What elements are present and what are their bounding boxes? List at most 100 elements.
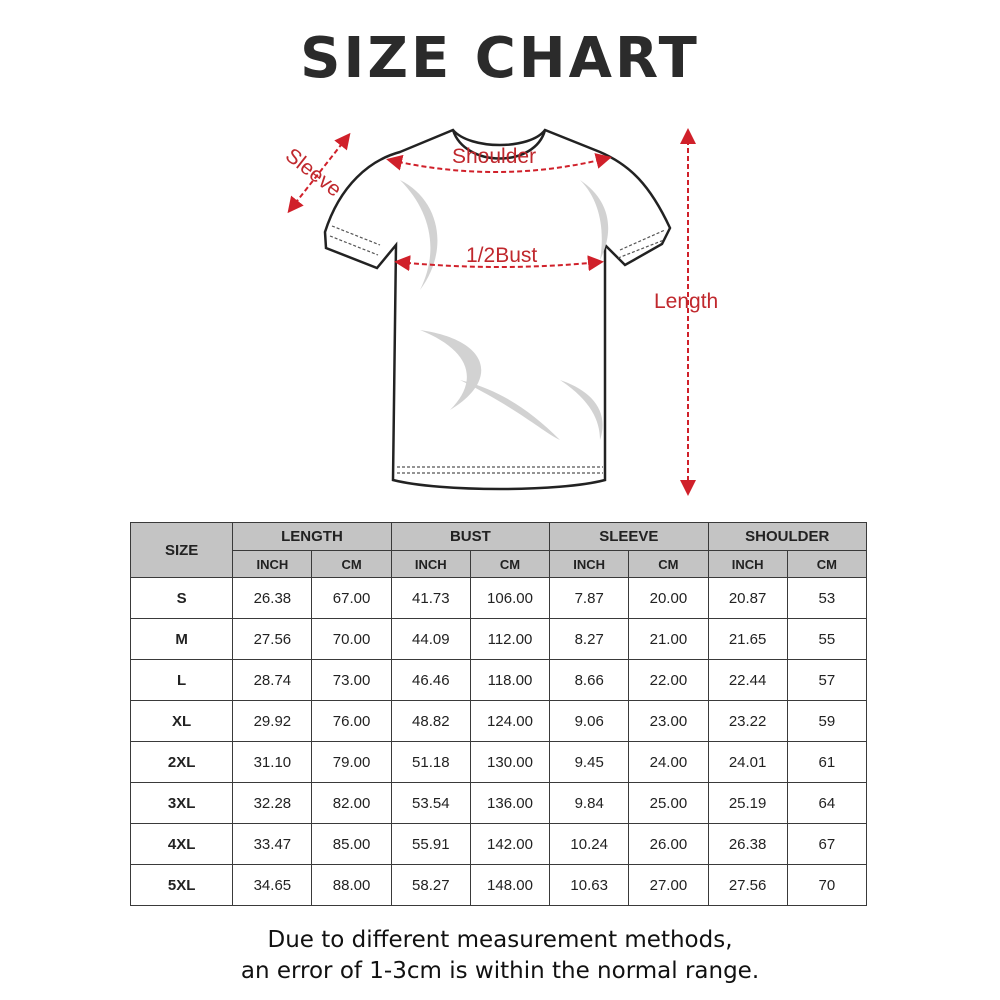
value-cell: 148.00 (469, 864, 551, 906)
size-cell: L (129, 659, 234, 701)
unit-header: INCH (549, 550, 630, 578)
table-row: 4XL 33.47 85.00 55.91 142.00 10.24 26.00 26.38 6… (129, 823, 868, 865)
value-cell: 8.27 (549, 618, 630, 660)
size-cell: 3XL (129, 782, 234, 824)
table-row: 5XL 34.65 88.00 58.27 148.00 10.63 27.00 27.56 7… (129, 864, 868, 906)
group-header: SHOULDER (707, 522, 867, 551)
value-cell: 10.63 (549, 864, 630, 906)
value-cell: 27.00 (628, 864, 709, 906)
value-cell: 124.00 (469, 700, 551, 742)
value-cell: 8.66 (549, 659, 630, 701)
value-cell: 22.00 (628, 659, 709, 701)
value-cell: 67.00 (311, 577, 392, 619)
size-cell: 5XL (129, 864, 234, 906)
table-row: 3XL 32.28 82.00 53.54 136.00 9.84 25.00 25.19 64 (129, 782, 868, 824)
value-cell: 27.56 (707, 864, 788, 906)
value-cell: 25.00 (628, 782, 709, 824)
value-cell: 24.00 (628, 741, 709, 783)
bust-arrow (394, 255, 604, 272)
value-cell: 61 (786, 741, 868, 783)
value-cell: 9.45 (549, 741, 630, 783)
size-header: SIZE (129, 522, 234, 578)
value-cell: 25.19 (707, 782, 788, 824)
measurement-note: Due to different measurement methods, an… (0, 925, 1000, 987)
value-cell: 55 (786, 618, 868, 660)
tshirt-diagram: Shoulder 1/2Bust Length Sleeve (281, 128, 718, 496)
value-cell: 59 (786, 700, 868, 742)
value-cell: 73.00 (311, 659, 392, 701)
length-label: Length (654, 290, 718, 313)
value-cell: 70 (786, 864, 868, 906)
group-header: LENGTH (232, 522, 392, 551)
value-cell: 67 (786, 823, 868, 865)
value-cell: 21.00 (628, 618, 709, 660)
value-cell: 29.92 (232, 700, 313, 742)
value-cell: 46.46 (390, 659, 471, 701)
value-cell: 51.18 (390, 741, 471, 783)
value-cell: 9.84 (549, 782, 630, 824)
value-cell: 112.00 (469, 618, 551, 660)
size-cell: 2XL (129, 741, 234, 783)
table-row: 2XL 31.10 79.00 51.18 130.00 9.45 24.00 24.01 61 (129, 741, 868, 783)
table-row: XL 29.92 76.00 48.82 124.00 9.06 23.00 23.22 59 (129, 700, 868, 742)
value-cell: 27.56 (232, 618, 313, 660)
value-cell: 23.22 (707, 700, 788, 742)
value-cell: 26.00 (628, 823, 709, 865)
value-cell: 82.00 (311, 782, 392, 824)
value-cell: 41.73 (390, 577, 471, 619)
note-line-2: an error of 1-3cm is within the normal r… (240, 958, 760, 984)
value-cell: 22.44 (707, 659, 788, 701)
value-cell: 26.38 (232, 577, 313, 619)
shoulder-label: Shoulder (452, 145, 536, 168)
value-cell: 53 (786, 577, 868, 619)
value-cell: 28.74 (232, 659, 313, 701)
table-row: S 26.38 67.00 41.73 106.00 7.87 20.00 20.87 53 (129, 577, 868, 619)
value-cell: 21.65 (707, 618, 788, 660)
value-cell: 136.00 (469, 782, 551, 824)
group-header: BUST (390, 522, 551, 551)
value-cell: 57 (786, 659, 868, 701)
unit-header: CM (628, 550, 709, 578)
bust-label: 1/2Bust (466, 244, 537, 267)
note-line-1: Due to different measurement methods, (267, 927, 733, 953)
value-cell: 118.00 (469, 659, 551, 701)
tshirt-outline (323, 128, 672, 491)
unit-header: INCH (707, 550, 788, 578)
value-cell: 31.10 (232, 741, 313, 783)
table-header-units: INCH CM INCH CM INCH CM INCH CM (131, 550, 868, 578)
value-cell: 79.00 (311, 741, 392, 783)
value-cell: 58.27 (390, 864, 471, 906)
value-cell: 20.00 (628, 577, 709, 619)
size-cell: XL (129, 700, 234, 742)
value-cell: 7.87 (549, 577, 630, 619)
size-cell: 4XL (129, 823, 234, 865)
value-cell: 142.00 (469, 823, 551, 865)
unit-header: CM (469, 550, 551, 578)
size-cell: M (129, 618, 234, 660)
value-cell: 32.28 (232, 782, 313, 824)
value-cell: 44.09 (390, 618, 471, 660)
value-cell: 70.00 (311, 618, 392, 660)
unit-header: INCH (232, 550, 313, 578)
table-header-groups: SIZE LENGTH BUST SLEEVE SHOULDER (129, 522, 867, 578)
value-cell: 130.00 (469, 741, 551, 783)
value-cell: 33.47 (232, 823, 313, 865)
unit-header: CM (786, 550, 868, 578)
value-cell: 9.06 (549, 700, 630, 742)
value-cell: 53.54 (390, 782, 471, 824)
group-header: SLEEVE (549, 522, 709, 551)
table-row: L 28.74 73.00 46.46 118.00 8.66 22.00 22.44 57 (129, 659, 868, 701)
value-cell: 106.00 (469, 577, 551, 619)
value-cell: 23.00 (628, 700, 709, 742)
value-cell: 85.00 (311, 823, 392, 865)
value-cell: 48.82 (390, 700, 471, 742)
value-cell: 76.00 (311, 700, 392, 742)
value-cell: 34.65 (232, 864, 313, 906)
unit-header: CM (311, 550, 392, 578)
page-title: SIZE CHART (300, 26, 700, 91)
size-table: SIZE LENGTH BUST SLEEVE SHOULDER INCH CM I… (129, 522, 868, 906)
table-row: M 27.56 70.00 44.09 112.00 8.27 21.00 21.65 55 (129, 618, 868, 660)
unit-header: INCH (390, 550, 471, 578)
value-cell: 20.87 (707, 577, 788, 619)
value-cell: 64 (786, 782, 868, 824)
